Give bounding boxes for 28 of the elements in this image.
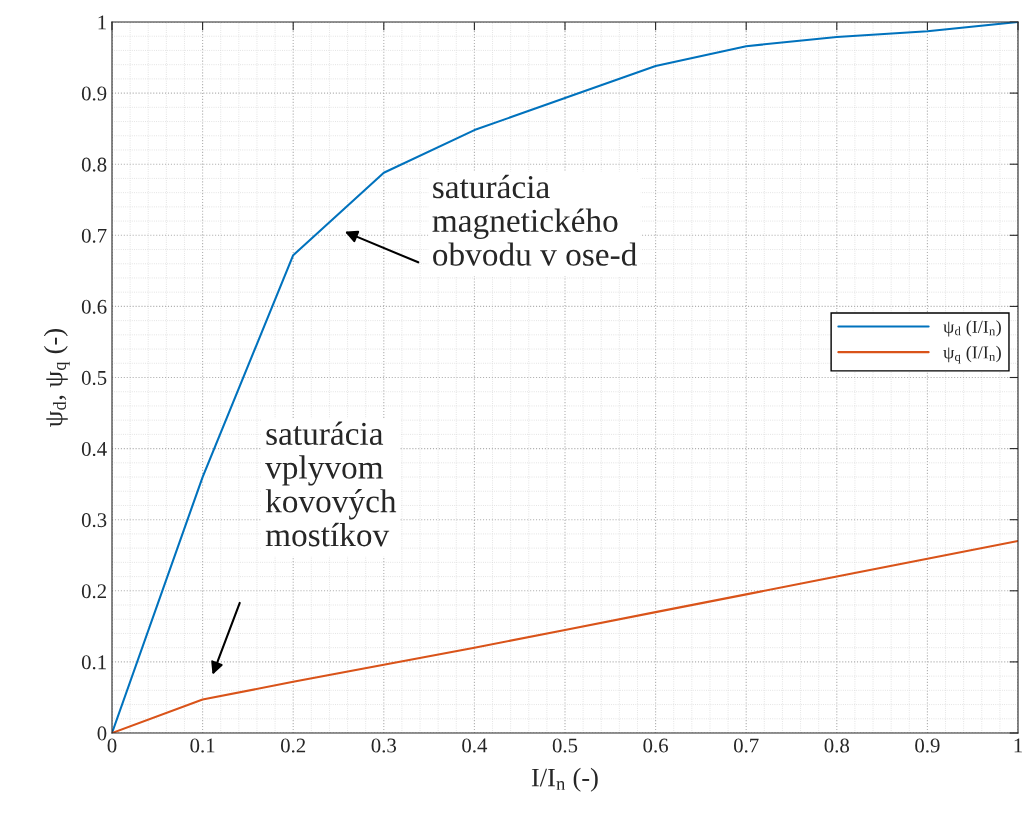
x-axis-title: I/I$_{n}$ (-) — [531, 767, 598, 792]
x-tick-label: 0.9 — [915, 738, 940, 753]
y-tick-label: 0.5 — [81, 370, 107, 386]
y-tick-label: 0.8 — [81, 157, 107, 172]
x-tick-label: 0.5 — [552, 738, 578, 753]
y-tick-label: 1 — [98, 15, 106, 30]
y-axis-title: ψ$_{d}$, ψ$_{q}$ (-) — [43, 329, 70, 427]
y-tick-label: 0.7 — [81, 228, 107, 243]
x-tick-label: 1 — [1014, 738, 1022, 753]
annotation: saturácia magnetického obvodu v ose-d — [432, 174, 637, 266]
x-tick-label: 0.6 — [643, 738, 668, 753]
x-tick-label: 0.2 — [280, 738, 306, 753]
x-tick-label: 0.4 — [462, 738, 488, 753]
y-tick-label: 0.3 — [81, 513, 107, 528]
y-tick-label: 0.6 — [81, 299, 107, 314]
annotation: saturácia vplyvom kovových mostíkov — [265, 421, 397, 547]
y-tick-label: 0.2 — [81, 584, 106, 599]
x-tick-label: 0.8 — [824, 738, 850, 753]
y-tick-label: 0.1 — [81, 655, 106, 670]
y-tick-label: 0.9 — [81, 86, 107, 101]
x-tick-label: 0.7 — [733, 738, 759, 753]
x-tick-label: 0.3 — [371, 738, 397, 753]
legend-label: ψ$_{q}$ (I/I$_{n}$) — [943, 345, 1001, 364]
y-tick-label: 0.4 — [81, 441, 107, 457]
x-tick-label: 0.1 — [190, 738, 215, 753]
legend-label: ψ$_{d}$ (I/I$_{n}$) — [943, 320, 1001, 337]
y-tick-label: 0 — [97, 726, 107, 741]
x-tick-label: 0 — [107, 738, 117, 753]
